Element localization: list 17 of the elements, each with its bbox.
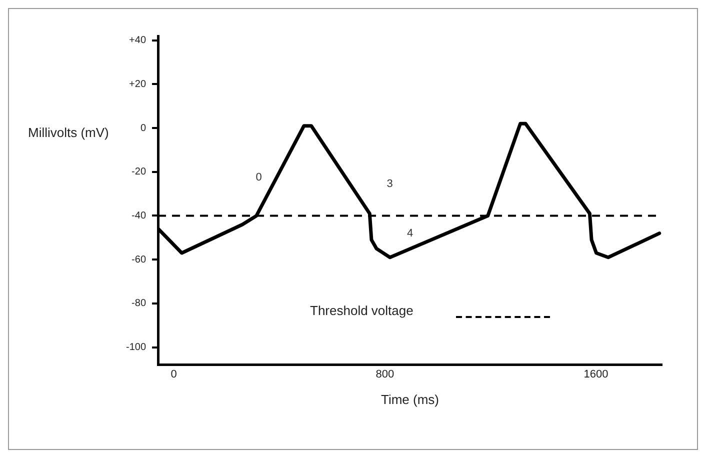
x-tick-label: 0	[170, 368, 177, 380]
y-tick-label: -100	[126, 342, 146, 354]
x-tick-label: 800	[376, 368, 394, 380]
x-axis-title: Time (ms)	[380, 392, 440, 407]
y-axis-title: Millivolts (mV)	[28, 125, 109, 140]
ref-line-label: Threshold voltage	[310, 303, 414, 318]
y-tick-label: -20	[132, 166, 146, 178]
y-tick-label: -40	[132, 210, 146, 222]
y-tick-label: +40	[129, 35, 146, 46]
y-tick-label: -80	[132, 298, 146, 310]
y-tick-label: -60	[132, 254, 146, 266]
y-tick-label: 0	[140, 122, 146, 134]
annotation: 0	[256, 171, 262, 184]
x-tick-label: 1600	[584, 368, 608, 380]
y-tick-label: +20	[129, 78, 146, 90]
annotation: 3	[386, 178, 393, 190]
annotation: 4	[406, 227, 414, 240]
